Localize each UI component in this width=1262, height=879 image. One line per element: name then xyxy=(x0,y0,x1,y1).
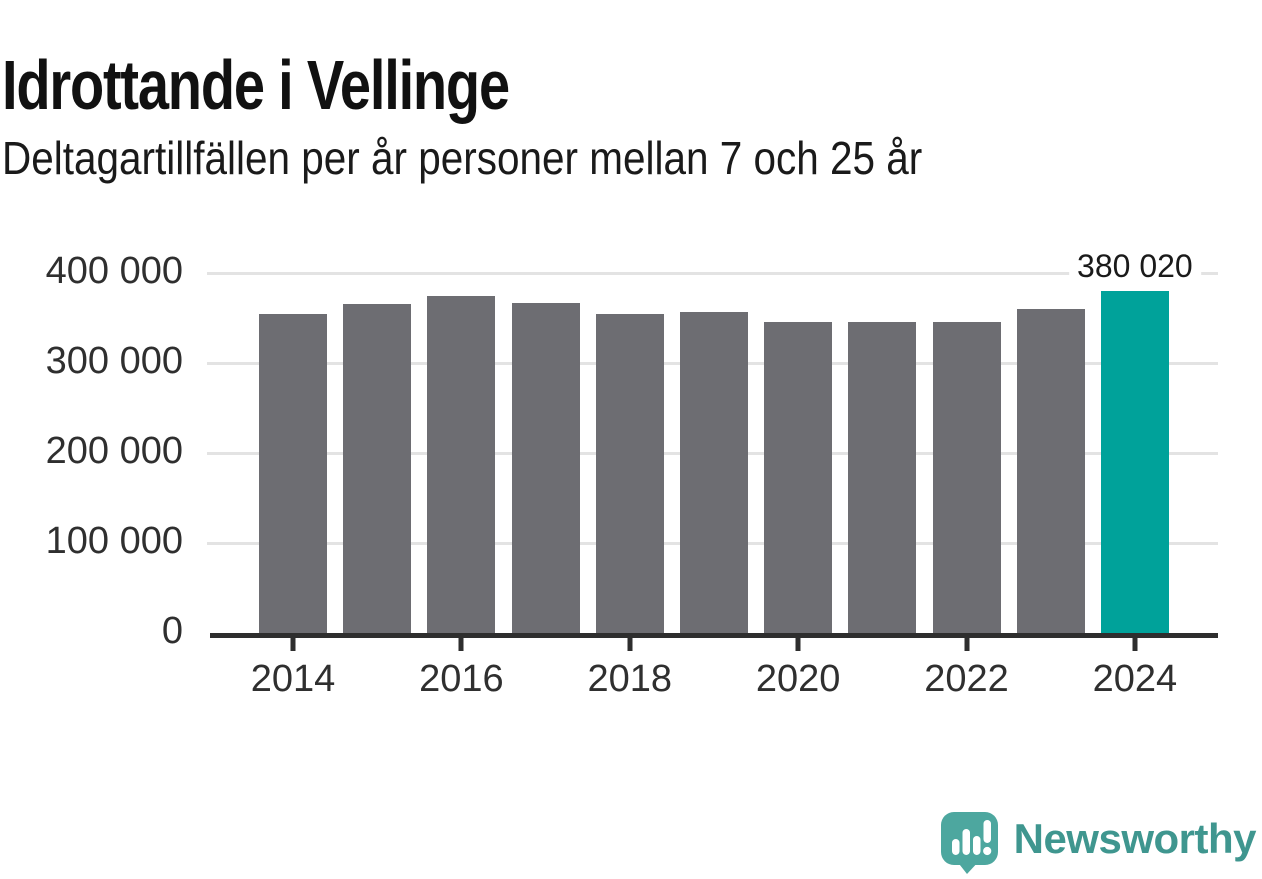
plot-area: 2014 2016 2018 2020 2022 2024 380 020 xyxy=(207,246,1218,698)
x-tick-label: 2024 xyxy=(1092,658,1178,700)
x-tick-mark xyxy=(627,638,633,651)
x-tick-mark xyxy=(964,638,969,651)
bar-cell-2017 xyxy=(511,273,580,633)
bar-2015 xyxy=(343,303,412,633)
bar-cell-2023 xyxy=(1016,273,1085,633)
x-tick-mark xyxy=(290,638,296,651)
bar-cell-2015 xyxy=(343,273,412,633)
x-tick-label: 2020 xyxy=(755,658,841,700)
bar-cell-2019 xyxy=(679,273,748,633)
newsworthy-logo: Newsworthy xyxy=(939,810,1257,875)
bar-2019 xyxy=(679,311,748,633)
y-tick-label: 400 000 xyxy=(45,250,183,292)
bar-cell-2021 xyxy=(848,273,917,633)
page-title: Idrottande i Vellinge xyxy=(2,45,510,124)
bar-cell-2024: 2024 380 020 xyxy=(1069,246,1201,698)
bar-2017 xyxy=(511,302,580,633)
bar-2021 xyxy=(848,321,917,633)
bars-row: 2014 2016 2018 2020 2022 2024 380 020 xyxy=(210,246,1218,698)
x-tick-label: 2016 xyxy=(419,658,504,700)
x-tick-label: 2014 xyxy=(250,658,336,700)
bar-cell-2014: 2014 xyxy=(251,273,335,698)
bar-2024 xyxy=(1100,290,1169,633)
gridline xyxy=(207,271,1218,275)
bar-2018 xyxy=(595,313,664,633)
x-tick-label: 2018 xyxy=(587,658,673,700)
highlight-value-label: 380 020 xyxy=(1069,246,1201,286)
bar-2022 xyxy=(932,321,1001,633)
bar-2016 xyxy=(427,296,496,633)
y-axis: 0 100 000 200 000 300 000 400 000 xyxy=(0,252,183,650)
y-tick-label: 300 000 xyxy=(45,340,183,382)
y-tick-label: 100 000 xyxy=(45,520,183,562)
brand-wordmark: Newsworthy xyxy=(1013,814,1257,862)
bar-cell-2016: 2016 xyxy=(419,273,504,698)
bar-chart-speech-bubble-icon xyxy=(940,812,998,874)
x-tick-mark xyxy=(1132,638,1138,651)
x-tick-mark xyxy=(458,638,464,651)
bar-2014 xyxy=(259,313,327,633)
y-tick-label: 0 xyxy=(161,610,183,652)
bar-2023 xyxy=(1016,309,1085,633)
y-tick-label: 200 000 xyxy=(45,430,183,472)
chart-subtitle: Deltagartillfällen per år personer mella… xyxy=(2,132,923,184)
bar-cell-2018: 2018 xyxy=(587,273,672,698)
bar-cell-2020: 2020 xyxy=(756,273,840,698)
x-tick-mark xyxy=(795,638,801,651)
bar-cell-2022: 2022 xyxy=(924,273,1009,698)
x-tick-label: 2022 xyxy=(924,658,1009,700)
bar-2020 xyxy=(764,321,833,633)
